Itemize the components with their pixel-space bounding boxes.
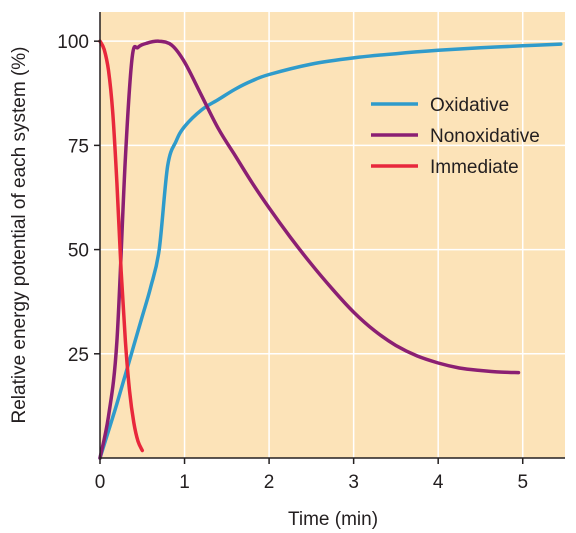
x-tick-label: 4 [433,472,444,493]
series-line-oxidative [98,42,563,460]
legend-label-immediate: Immediate [430,157,519,178]
series-line-nonoxidative [98,39,521,460]
x-tick-label: 1 [179,472,190,493]
ticks: 0 1 2 3 4 5 25 50 75 100 [57,32,528,493]
legend-label-oxidative: Oxidative [430,95,509,116]
plot-background [100,12,565,458]
y-axis-title: Relative energy potential of each system… [9,46,30,423]
x-tick-label: 0 [95,472,106,493]
x-tick-label: 3 [348,472,359,493]
legend-label-nonoxidative: Nonoxidative [430,126,540,147]
y-tick-label: 75 [68,136,89,157]
grid [100,12,565,458]
series-layer [98,39,563,460]
x-axis-title: Time (min) [288,509,378,530]
x-tick-label: 5 [517,472,528,493]
legend: Oxidative Nonoxidative Immediate [371,95,540,178]
series-line-immediate [98,39,145,453]
y-tick-label: 50 [68,241,89,262]
x-tick-label: 2 [264,472,275,493]
y-tick-label: 100 [57,32,89,53]
y-tick-label: 25 [68,345,89,366]
